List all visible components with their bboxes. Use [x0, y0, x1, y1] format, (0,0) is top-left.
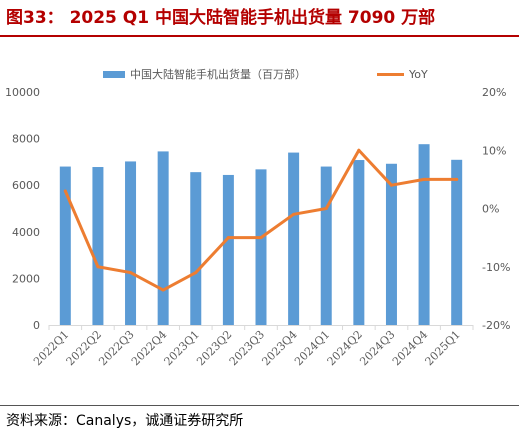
bar-2022Q3 — [125, 161, 137, 325]
x-tick-label: 2022Q4 — [129, 328, 169, 368]
bar-2023Q3 — [255, 169, 267, 325]
bar-series — [59, 144, 463, 325]
yoy-point-2022Q4 — [161, 288, 165, 292]
bar-2022Q1 — [59, 166, 71, 325]
bar-2022Q2 — [92, 167, 104, 325]
bar-2025Q1 — [451, 159, 463, 325]
yoy-point-2022Q3 — [129, 271, 133, 275]
x-tick-label: 2022Q1 — [31, 328, 71, 368]
right-tick-label: -10% — [482, 261, 510, 274]
x-tick-label: 2022Q3 — [96, 328, 136, 368]
yoy-point-2025Q1 — [455, 177, 459, 181]
left-tick-label: 8000 — [12, 133, 40, 146]
x-tick-label: 2024Q2 — [325, 328, 365, 368]
x-tick-label: 2025Q1 — [422, 328, 462, 368]
yoy-point-2024Q3 — [389, 183, 393, 187]
x-tick-label: 2024Q4 — [390, 328, 430, 368]
yoy-point-2024Q4 — [422, 177, 426, 181]
right-tick-label: 20% — [482, 86, 506, 99]
yoy-series — [63, 148, 459, 292]
right-axis: -20% -10% 0% 10% 20% — [482, 86, 510, 332]
yoy-point-2024Q1 — [324, 207, 328, 210]
left-tick-label: 2000 — [12, 272, 40, 285]
yoy-point-2022Q1 — [63, 189, 67, 193]
x-tick-label: 2023Q1 — [162, 328, 202, 368]
bar-2024Q1 — [320, 166, 332, 325]
x-tick-label: 2023Q2 — [194, 328, 234, 368]
right-tick-label: 0% — [482, 203, 499, 216]
left-tick-label: 6000 — [12, 179, 40, 192]
bar-2023Q1 — [190, 172, 202, 325]
left-tick-label: 0 — [33, 319, 40, 332]
left-tick-label: 10000 — [5, 86, 40, 99]
x-tick-label: 2024Q3 — [357, 328, 397, 368]
yoy-point-2022Q2 — [96, 265, 100, 269]
left-axis: 0 2000 4000 6000 8000 10000 — [5, 86, 40, 332]
x-tick-label: 2023Q4 — [259, 328, 299, 368]
title-divider — [0, 35, 519, 37]
yoy-point-2023Q4 — [292, 212, 296, 216]
x-tick-label: 2024Q1 — [292, 328, 332, 368]
right-tick-label: 10% — [482, 144, 506, 157]
yoy-point-2023Q1 — [194, 271, 198, 275]
legend-bar-label: 中国大陆智能手机出货量（百万部） — [130, 67, 306, 81]
footer-divider — [0, 405, 519, 406]
x-tick-label: 2023Q3 — [227, 328, 267, 368]
x-tick-label: 2022Q2 — [64, 328, 104, 368]
legend-bar-swatch — [103, 71, 125, 78]
legend-line-label: YoY — [408, 68, 428, 81]
bar-2024Q4 — [418, 144, 430, 325]
bar-2024Q3 — [385, 163, 397, 325]
x-axis: 2022Q12022Q22022Q32022Q42023Q12023Q22023… — [31, 325, 474, 368]
yoy-point-2023Q3 — [259, 236, 263, 240]
bar-2022Q4 — [157, 151, 169, 325]
bar-2024Q2 — [353, 160, 365, 325]
yoy-point-2023Q2 — [226, 236, 230, 240]
figure-title: 图33： 2025 Q1 中国大陆智能手机出货量 7090 万部 — [6, 8, 436, 28]
right-tick-label: -20% — [482, 319, 510, 332]
yoy-point-2024Q2 — [357, 148, 361, 152]
bar-2023Q4 — [288, 152, 300, 325]
chart: 中国大陆智能手机出货量（百万部） YoY 0 2000 4000 6000 8000 100… — [5, 67, 510, 368]
source-note: 资料来源：Canalys，诚通证券研究所 — [6, 413, 244, 429]
legend: 中国大陆智能手机出货量（百万部） YoY — [103, 67, 428, 81]
bar-2023Q2 — [222, 174, 234, 325]
left-tick-label: 4000 — [12, 226, 40, 239]
